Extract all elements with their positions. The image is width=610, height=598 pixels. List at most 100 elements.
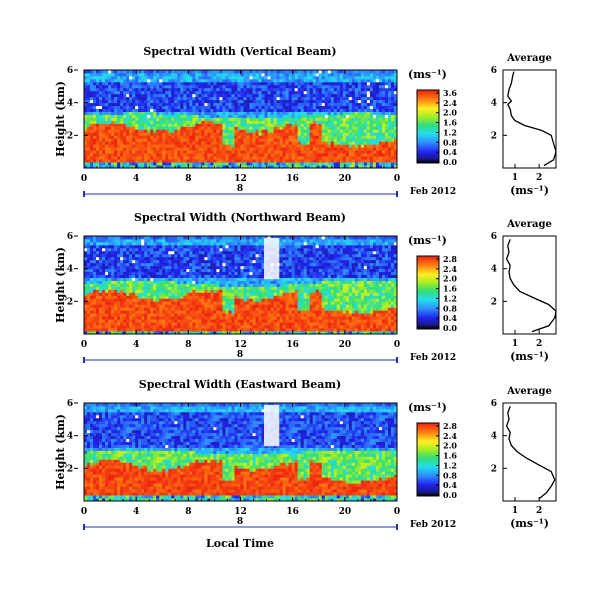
average-frame — [502, 402, 557, 502]
y-tick-label: 4 — [67, 432, 73, 442]
x-tick-label: 0 — [81, 507, 87, 517]
y-tick-label: 4 — [67, 265, 73, 275]
y-axis-label: Height (km) — [54, 81, 67, 157]
no-data-gap — [263, 238, 280, 280]
colorbar-tick-label: 2.8 — [443, 421, 457, 431]
y-axis-label: Height (km) — [54, 414, 67, 490]
day-label: 8 — [237, 350, 243, 360]
colorbar-tick-label: 2.4 — [443, 98, 457, 108]
colorbar-tick-label: 1.2 — [443, 127, 457, 137]
average-profile-plot: Average 1 2 2 4 6 (ms⁻¹) — [491, 386, 557, 530]
colorbar-tick-label: 2.4 — [443, 264, 457, 274]
avg-x-axis-label: (ms⁻¹) — [510, 517, 549, 530]
colorbar-gradient — [416, 255, 440, 330]
avg-y-tick-label: 2 — [491, 464, 497, 474]
date-label: Feb 2012 — [410, 520, 456, 530]
avg-x-tick-label: 2 — [536, 339, 542, 349]
colorbar-tick-label: 2.0 — [443, 108, 457, 118]
no-data-gap — [263, 405, 280, 447]
x-tick-label: 4 — [133, 174, 139, 184]
colorbar: (ms⁻¹) 3.62.42.01.61.20.80.40.0 — [408, 68, 457, 167]
colorbar: (ms⁻¹) 2.82.42.01.61.20.80.40.0 — [408, 401, 457, 500]
average-profile-line — [505, 239, 557, 333]
y-tick-label: 2 — [67, 131, 73, 141]
avg-x-tick-label: 2 — [536, 173, 542, 183]
average-title: Average — [506, 219, 552, 230]
x-tick-label: 8 — [185, 507, 191, 517]
colorbar-tick-label: 0.4 — [443, 480, 457, 490]
x-axis-label: Local Time — [206, 537, 274, 550]
y-tick-label: 6 — [67, 232, 73, 242]
y-tick-label: 4 — [67, 99, 73, 109]
y-axis-label: Height (km) — [54, 247, 67, 323]
colorbar-tick-label: 2.8 — [443, 254, 457, 264]
x-tick-label: 0 — [81, 174, 87, 184]
colorbar-tick-label: 2.0 — [443, 274, 457, 284]
avg-x-tick-label: 1 — [512, 506, 518, 516]
colorbar-tick-label: 0.8 — [443, 303, 457, 313]
heatmap-cells — [84, 403, 398, 502]
colorbar-tick-label: 0.4 — [443, 147, 457, 157]
x-tick-label: 20 — [339, 340, 352, 350]
y-tick-label: 2 — [67, 297, 73, 307]
x-tick-label: 12 — [234, 507, 247, 517]
avg-y-tick-label: 6 — [491, 232, 497, 242]
x-tick-label: 16 — [286, 340, 299, 350]
colorbar-gradient — [416, 89, 440, 164]
average-profile-plot: Average 1 2 2 4 6 (ms⁻¹) — [491, 219, 557, 363]
colorbar-tick-label: 2.0 — [443, 441, 457, 451]
average-profile-plot: Average 1 2 2 4 6 (ms⁻¹) — [491, 53, 557, 197]
average-profile-line — [505, 406, 556, 500]
avg-y-tick-label: 4 — [491, 99, 497, 109]
colorbar-tick-label: 0.8 — [443, 470, 457, 480]
panel-title: Spectral Width (Eastward Beam) — [139, 378, 341, 391]
date-label: Feb 2012 — [410, 187, 456, 197]
average-title: Average — [506, 386, 552, 397]
panel-title: Spectral Width (Vertical Beam) — [143, 45, 336, 58]
colorbar-tick-label: 0.0 — [443, 490, 457, 500]
x-tick-label: 0 — [394, 174, 400, 184]
y-tick-label: 6 — [67, 399, 73, 409]
avg-y-tick-label: 2 — [491, 297, 497, 307]
x-tick-label: 4 — [133, 507, 139, 517]
x-tick-label: 16 — [286, 174, 299, 184]
colorbar-tick-label: 1.2 — [443, 460, 457, 470]
y-tick-label: 2 — [67, 464, 73, 474]
colorbar-units-label: (ms⁻¹) — [408, 401, 447, 414]
average-title: Average — [506, 53, 552, 64]
heatmap-cells — [84, 70, 398, 169]
panel-eastward-beam: Spectral Width (Eastward Beam) 0 4 8 12 16 20… — [54, 378, 557, 530]
avg-x-tick-label: 2 — [536, 506, 542, 516]
x-tick-label: 8 — [185, 340, 191, 350]
average-frame — [502, 69, 557, 169]
avg-x-tick-label: 1 — [512, 339, 518, 349]
colorbar-tick-label: 0.4 — [443, 313, 457, 323]
x-tick-label: 20 — [339, 507, 352, 517]
panel-northward-beam: Spectral Width (Northward Beam) 0 4 8 12 16 2… — [54, 211, 557, 363]
x-tick-label: 0 — [81, 340, 87, 350]
panel-title: Spectral Width (Northward Beam) — [134, 211, 346, 224]
colorbar-tick-label: 1.6 — [443, 284, 457, 294]
colorbar: (ms⁻¹) 2.82.42.01.61.20.80.40.0 — [408, 234, 457, 333]
heatmap-cells — [84, 236, 398, 335]
avg-y-tick-label: 4 — [491, 432, 497, 442]
x-tick-label: 12 — [234, 174, 247, 184]
day-label: 8 — [237, 184, 243, 194]
avg-x-axis-label: (ms⁻¹) — [510, 350, 549, 363]
x-tick-label: 8 — [185, 174, 191, 184]
colorbar-tick-label: 1.6 — [443, 118, 457, 128]
x-tick-label: 0 — [394, 507, 400, 517]
avg-y-tick-label: 6 — [491, 399, 497, 409]
y-tick-label: 6 — [67, 66, 73, 76]
avg-x-tick-label: 1 — [512, 173, 518, 183]
colorbar-tick-label: 1.2 — [443, 293, 457, 303]
day-label: 8 — [237, 517, 243, 527]
avg-x-axis-label: (ms⁻¹) — [510, 184, 549, 197]
x-tick-label: 0 — [394, 340, 400, 350]
colorbar-tick-label: 0.0 — [443, 323, 457, 333]
date-label: Feb 2012 — [410, 353, 456, 363]
